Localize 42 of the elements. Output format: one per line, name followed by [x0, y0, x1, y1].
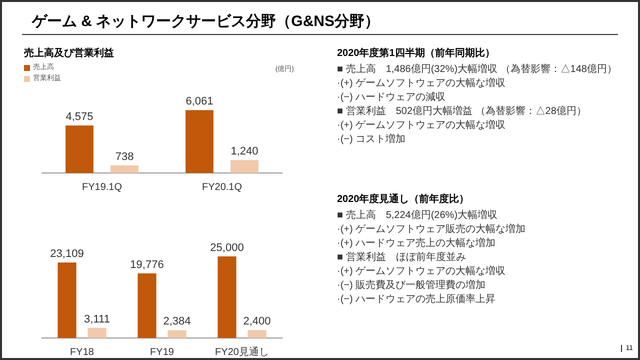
text: ·(+) ゲームソフトウェアの大幅な増収	[337, 265, 507, 279]
x-tick-label: FY20見通し	[215, 346, 269, 358]
bar	[230, 160, 258, 173]
x-tick-label: FY19	[150, 346, 174, 358]
x-tick-label: FY18	[70, 346, 94, 358]
bar	[66, 126, 94, 173]
text: 2020年度第1四半期（前年同期比）	[337, 46, 496, 60]
text: ·(+) ゲームソフトウェアの大幅な増収	[337, 77, 507, 91]
bar	[110, 165, 138, 173]
x-tick-label: FY20.1Q	[202, 182, 242, 193]
text: ·(+) ゲームソフトウェア販売の大幅な増加	[337, 223, 527, 237]
text: ■ 営業利益 ほぼ前年度並み	[337, 251, 467, 265]
data-label: 2,384	[163, 316, 191, 328]
bar	[248, 330, 266, 338]
bar	[186, 110, 214, 173]
text: ·(−) 販売費及び一般管理費の増加	[337, 279, 487, 293]
data-label: 4,575	[66, 111, 94, 124]
bar	[138, 273, 156, 338]
bar	[88, 328, 106, 338]
text: ■ 売上高 1,486億円(32%)大幅増収 （為替影響：△148億円）	[337, 63, 618, 77]
text: ■ 売上高 5,224億円(26%)大幅増収	[337, 209, 499, 223]
data-label: 738	[115, 150, 134, 163]
text: ·(+) ハードウェア売上の大幅な増加	[337, 237, 497, 251]
data-label: 25,000	[210, 242, 244, 254]
bar	[58, 262, 76, 338]
text: ·(−) ハードウェアの売上原価率上昇	[337, 293, 497, 307]
data-label: 6,061	[186, 96, 214, 108]
text: ·(−) ハードウェアの減収	[337, 91, 447, 105]
text: ■ 営業利益 502億円大幅増益 （為替影響：△28億円）	[337, 105, 588, 119]
bar	[168, 330, 186, 338]
data-label: 3,111	[84, 313, 110, 326]
chart-subtitle: 売上高及び営業利益	[24, 46, 115, 60]
data-label: 2,400	[243, 316, 271, 328]
text: ·(+) ゲームソフトウェアの大幅な増収	[337, 119, 507, 133]
bar	[218, 256, 236, 338]
text: 2020年度見通し（前年度比）	[337, 192, 470, 206]
chart-title: ゲーム & ネットワークサービス分野（G&NS分野）	[32, 12, 380, 31]
data-label: 1,240	[230, 146, 258, 158]
data-label: 23,109	[50, 248, 84, 260]
text: ·(−) コスト増加	[337, 133, 407, 147]
x-tick-label: FY19.1Q	[82, 182, 122, 193]
data-label: 19,776	[130, 258, 164, 271]
